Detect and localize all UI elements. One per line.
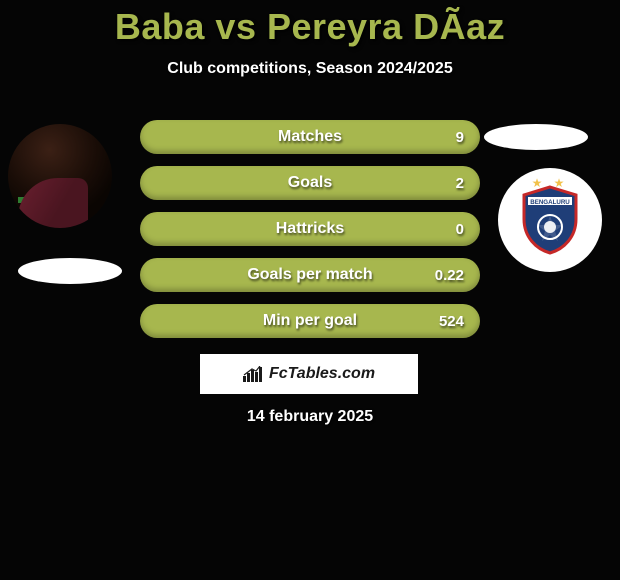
stat-row-hattricks: Hattricks 0: [140, 212, 480, 246]
stat-row-goals: Goals 2: [140, 166, 480, 200]
watermark: FcTables.com: [200, 354, 418, 394]
stat-label: Matches: [278, 128, 342, 146]
watermark-text: FcTables.com: [269, 365, 375, 383]
player-left-avatar: [8, 124, 112, 228]
club-right-badge: ★ ★ BENGALURU: [498, 168, 602, 272]
stat-label: Hattricks: [276, 220, 344, 238]
stats-container: Matches 9 Goals 2 Hattricks 0 Goals per …: [140, 120, 480, 350]
club-name-text: BENGALURU: [530, 199, 570, 206]
bar-chart-icon: [243, 366, 263, 382]
flag-left: [18, 258, 122, 284]
stat-label: Goals per match: [247, 266, 372, 284]
stat-value-right: 0: [456, 221, 464, 238]
stat-label: Min per goal: [263, 312, 357, 330]
stat-row-matches: Matches 9: [140, 120, 480, 154]
subtitle: Club competitions, Season 2024/2025: [0, 60, 620, 78]
player-left-kit-stripe: [18, 197, 88, 203]
stat-label: Goals: [288, 174, 332, 192]
stat-value-right: 0.22: [435, 267, 464, 284]
stat-row-min-per-goal: Min per goal 524: [140, 304, 480, 338]
page-title: Baba vs Pereyra DÃ­az: [0, 0, 620, 48]
flag-right: [484, 124, 588, 150]
club-shield-icon: BENGALURU: [520, 185, 580, 255]
stat-value-right: 9: [456, 129, 464, 146]
stat-row-goals-per-match: Goals per match 0.22: [140, 258, 480, 292]
stat-value-right: 524: [439, 313, 464, 330]
stat-value-right: 2: [456, 175, 464, 192]
comparison-date: 14 february 2025: [0, 408, 620, 426]
